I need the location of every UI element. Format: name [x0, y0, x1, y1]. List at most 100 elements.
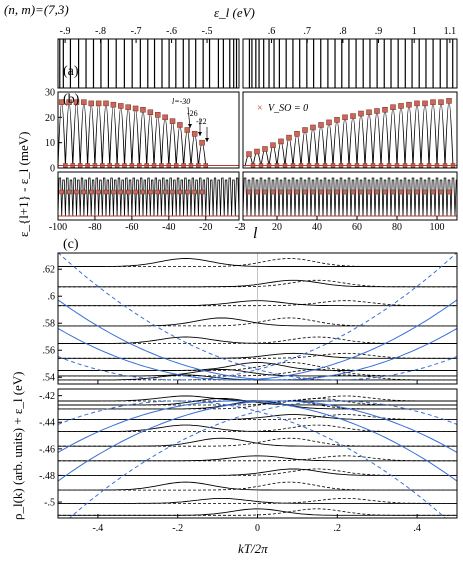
panel-c-upper-ytick-label-1: .56	[43, 346, 56, 357]
panel-c-upper-level-dashed-7	[58, 279, 457, 288]
panel-b-right-lower-marker-1	[254, 189, 260, 195]
panel-b-right-lower-marker-18	[390, 189, 396, 195]
panel-b-right-lower-marker-6	[294, 189, 300, 195]
panel-b-left-marker-11	[140, 106, 146, 113]
panel-b-label: (b)	[63, 92, 80, 107]
panel-b-right-marker-5	[286, 134, 292, 141]
panel-b-right-lower-frame	[242, 171, 458, 221]
panel-b-right-marker-13	[350, 113, 356, 119]
panel-b-ytick-label-2: 20	[45, 113, 55, 124]
panel-b-right-marker-6	[294, 131, 300, 137]
panel-b-right-marker-7	[302, 127, 308, 133]
panel-b-left-lower-frame	[57, 171, 240, 221]
panel-a-right-tick-label-4: 1	[412, 26, 417, 37]
panel-b-right-lower-marker-23	[430, 189, 436, 195]
panel-b-left-marker-9	[125, 104, 131, 110]
legend-label: V_SO = 0	[268, 103, 308, 114]
panel-b-left-lower-marker-8	[118, 189, 124, 195]
panel-b-right-lower-marker-9	[318, 189, 324, 195]
panel-c-lower-ytick-label-2: -.46	[39, 444, 55, 455]
panel-c-xtick-label-2: 0	[255, 523, 260, 534]
panel-b-left-lower-curve	[58, 177, 239, 217]
panel-b-left-xtick-label-2: -60	[125, 222, 138, 233]
panel-b-left-lower-marker-4	[88, 189, 94, 195]
panel-c-lower-ytick-label-0: -.5	[44, 498, 55, 509]
panel-b-left-marker-16	[177, 122, 183, 128]
panel-b-right-marker-20	[406, 101, 412, 108]
panel-b-left-marker-7	[110, 101, 117, 108]
panel-b-right-marker-22	[422, 100, 428, 107]
panel-b-left-lower-marker-11	[140, 189, 146, 195]
annotation-arrowhead-2	[205, 138, 209, 142]
panel-b-left-lower-marker-18	[192, 189, 197, 195]
panel-b-left-lower-marker-16	[177, 189, 183, 195]
panel-b-left-lower-marker-13	[155, 189, 160, 195]
legend-marker: ×	[257, 103, 263, 114]
panel-c-lower-content	[58, 389, 457, 518]
panel-b-left-lower-marker-14	[162, 189, 168, 195]
panel-c-upper-level-dashed-3	[58, 352, 457, 359]
panel-c-label: (c)	[63, 237, 79, 252]
annotation-l-30: l=-30	[172, 97, 190, 106]
panel-c-lower-level-dashed-6	[58, 455, 457, 462]
panel-a-left-tick-label-3: -.6	[166, 26, 177, 37]
panel-a-right-tick-label-5: 1.1	[444, 26, 457, 37]
panel-b-left-marker-3	[81, 99, 87, 105]
panel-b-right-lower-marker-11	[334, 189, 340, 195]
panel-b-right-upper-frame	[242, 91, 458, 169]
panel-c-upper-level-dashed-5	[58, 317, 457, 327]
panel-c-upper-ytick-label-2: .58	[43, 319, 56, 330]
panel-b-right-lower-marker-7	[302, 189, 308, 195]
panel-b-right-marker-1	[254, 148, 260, 155]
panel-b-right-marker-10	[326, 119, 332, 126]
panel-a-left-tick-label-2: -.7	[131, 26, 142, 37]
panel-b-left-xtick-label-1: -80	[88, 222, 101, 233]
panel-a-right-frame	[242, 38, 458, 89]
panel-b-right-lower-marker-3	[270, 189, 276, 195]
panel-c-lower-level-dashed-3	[58, 414, 457, 420]
panel-b-right-lower-marker-0	[246, 189, 252, 195]
panel-c-upper-level-dashed-0	[58, 374, 457, 381]
panel-c-lower-level-dashed-10	[58, 508, 457, 516]
panel-b-right-lower-marker-17	[382, 189, 388, 195]
panel-c-xtick-label-4: .4	[413, 523, 421, 534]
panel-b-left-marker-1	[66, 99, 72, 105]
panel-b-left-xtick-label-3: -40	[162, 222, 175, 233]
panel-a-right-tick-label-2: .8	[339, 26, 347, 37]
panel-b-left-xtick-label-5: -2	[235, 222, 243, 233]
panel-b-left-marker-13	[154, 112, 161, 118]
panel-a: -.9 -.8 -.7 -.6 -.5 .6 .7 .8 .9 1 1.1	[57, 26, 458, 89]
panel-b-right-lower-marker-24	[438, 189, 444, 195]
panel-b-left-marker-6	[103, 100, 109, 107]
panel-b-left-lower-marker-15	[170, 189, 175, 195]
panel-b-left-lower-marker-17	[185, 189, 190, 195]
panel-b-right-lower-marker-12	[342, 189, 348, 195]
panel-c-lower-ytick-label-1: -.48	[39, 471, 55, 482]
panel-b-right-marker-24	[438, 99, 444, 105]
panel-c-upper-ytick-label-3: .6	[48, 292, 56, 303]
panel-b-right-xtick-label-1: 20	[272, 222, 282, 233]
panel-c: .54 .56 .58 .6 .62 -.5 -.48 -.46 -.44 -.42 -.4 -.2 0…	[39, 252, 458, 534]
panel-c-xtick-label-0: -.4	[92, 523, 103, 534]
panel-b-right-xtick-label-5: 100	[430, 222, 445, 233]
panel-a-left-tick-label-1: -.8	[95, 26, 106, 37]
panel-b-left-lower-marker-2	[74, 189, 79, 195]
panel-b-right-xtick-label-0: 3	[241, 222, 246, 233]
panel-b-left-lower-marker-12	[148, 189, 153, 195]
panel-b-right-marker-14	[358, 110, 364, 117]
panel-b-ytick-label-3: 30	[45, 88, 55, 99]
panel-b-left-marker-12	[147, 109, 154, 116]
panel-b-right-lower-marker-2	[262, 189, 268, 195]
panel-b-left-marker-15	[169, 118, 176, 124]
panel-b-right-lower-marker-19	[398, 189, 404, 195]
panel-b-left-marker-2	[73, 99, 80, 105]
panel-c-lower-ytick-label-4: -.42	[39, 391, 55, 402]
panel-a-left-tick-label-4: -.5	[202, 26, 213, 37]
panel-c-xtick-label-3: .2	[334, 523, 342, 534]
panel-b-left-marker-19	[199, 139, 205, 146]
panel-b-right-lower-marker-5	[286, 189, 292, 195]
panel-b-right-content	[243, 98, 457, 217]
panel-b-right-marker-8	[310, 124, 316, 131]
panel-c-lower-level-dashed-8	[58, 481, 457, 491]
panel-b-right-marker-9	[318, 122, 324, 128]
